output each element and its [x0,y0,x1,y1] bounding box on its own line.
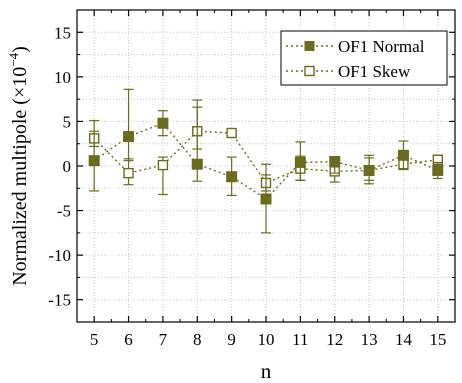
x-tick-label: 10 [258,330,275,349]
x-tick-label: 8 [193,330,202,349]
x-tick-label: 12 [326,330,343,349]
data-point-normal [260,193,272,205]
x-tick-label: 9 [227,330,236,349]
legend: OF1 Normal OF1 Skew [280,30,448,86]
x-tick-label: 5 [90,330,99,349]
data-point-normal [294,156,306,168]
y-tick-label: -10 [48,246,71,265]
y-tick-label: 15 [54,23,71,42]
data-point-skew [226,127,237,139]
x-tick-label: 7 [159,330,168,349]
y-tick-label: -15 [48,291,71,310]
x-tick-label: 15 [429,330,446,349]
legend-marker-skew [304,65,315,77]
data-point-normal [363,164,375,176]
y-tick-label: 5 [63,112,72,131]
legend-label: OF1 Normal [338,37,425,56]
axes: 5 6 7 8 9 10 11 12 13 14 15 -15 -10 -5 0 5 10 15 [48,10,455,349]
y-axis-label-exponent: −4 [6,52,21,66]
x-tick-label: 14 [395,330,413,349]
series-line [93,122,439,200]
data-point-normal [157,117,169,129]
x-axis-label: n [261,359,272,383]
data-point-normal [329,156,341,168]
series-layer [88,88,444,234]
y-axis-label: Normalized multipole (×10−4) [6,46,31,286]
data-point-normal [432,164,444,176]
data-point-normal [397,149,409,161]
legend-label: OF1 Skew [338,62,411,81]
data-point-normal [88,155,100,167]
data-point-normal [191,158,203,170]
data-point-normal [123,131,135,143]
x-tick-label: 13 [361,330,378,349]
x-tick-label: 11 [292,330,308,349]
y-axis-label-main: Normalized multipole (×10 [9,67,31,286]
data-point-skew [157,159,169,171]
y-tick-label: 0 [63,157,72,176]
data-point-normal [226,171,238,183]
y-tick-label: -5 [57,202,71,221]
y-axis-label-close: ) [9,46,31,53]
data-point-skew [123,167,134,179]
series-normal [88,88,444,234]
legend-marker-normal [304,41,315,51]
series-line [93,130,438,184]
x-tick-label: 6 [124,330,133,349]
y-tick-label: 10 [54,68,71,87]
